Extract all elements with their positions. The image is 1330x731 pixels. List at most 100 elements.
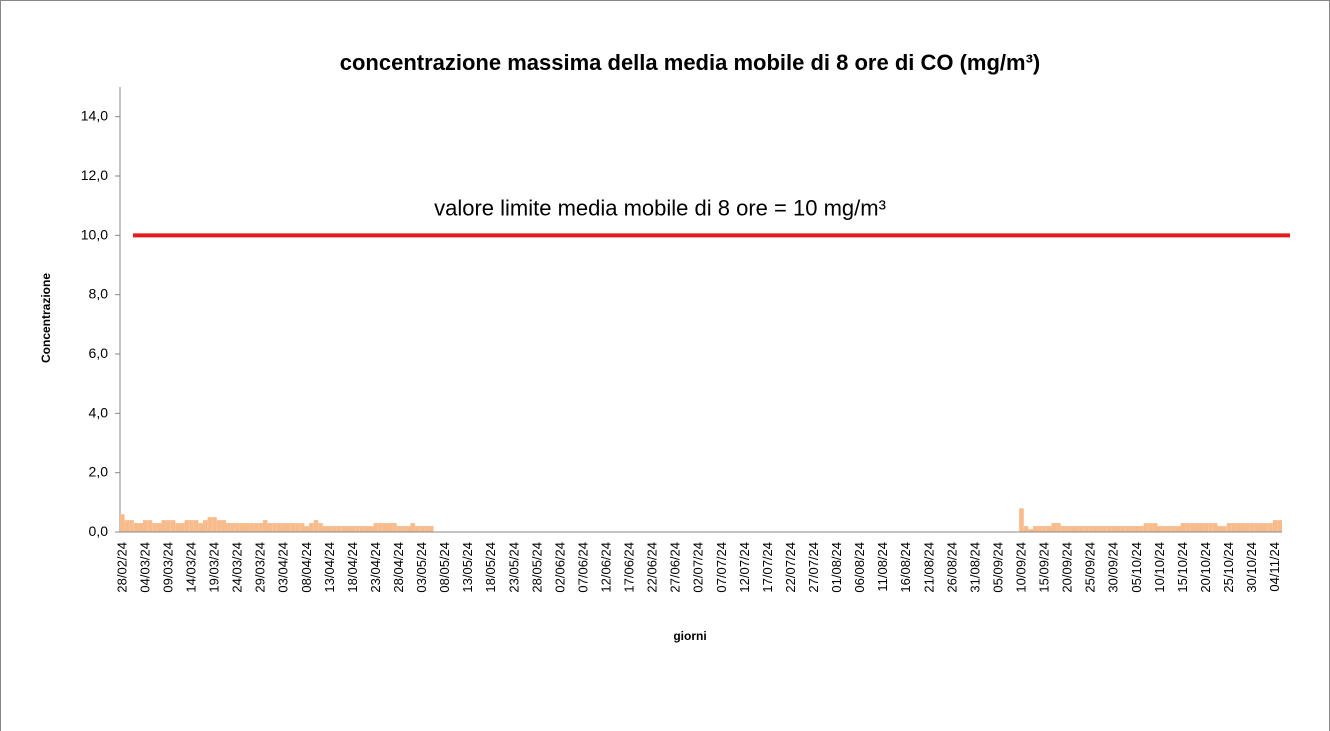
bar xyxy=(1056,523,1061,532)
bar xyxy=(1139,526,1144,532)
x-tick-label: 25/10/24 xyxy=(1221,542,1236,593)
x-tick-label: 27/07/24 xyxy=(806,542,821,593)
bar xyxy=(1120,526,1126,532)
x-tick-label: 18/05/24 xyxy=(483,542,498,593)
x-tick-label: 26/08/24 xyxy=(944,542,959,593)
bar xyxy=(359,526,365,532)
bar xyxy=(1208,523,1213,532)
bar xyxy=(1180,523,1186,532)
bar xyxy=(387,523,393,532)
x-tick-label: 20/09/24 xyxy=(1060,542,1075,593)
x-tick-label: 15/10/24 xyxy=(1175,542,1190,593)
x-tick-label: 20/10/24 xyxy=(1198,542,1213,593)
bar xyxy=(410,523,416,532)
bar xyxy=(428,526,434,532)
x-tick-label: 31/08/24 xyxy=(967,542,982,593)
bar xyxy=(1162,526,1167,532)
bar xyxy=(355,526,360,532)
x-tick-label: 08/05/24 xyxy=(437,542,452,593)
bar xyxy=(203,520,208,532)
bar xyxy=(396,526,402,532)
bar xyxy=(230,523,236,532)
bar xyxy=(318,523,323,532)
x-tick-label: 09/03/24 xyxy=(160,542,175,593)
bar xyxy=(405,526,411,532)
bar xyxy=(299,523,305,532)
x-tick-label: 05/09/24 xyxy=(990,542,1005,593)
x-tick-label: 17/06/24 xyxy=(622,542,637,593)
bar xyxy=(124,520,130,532)
bar xyxy=(1125,526,1130,532)
x-tick-label: 01/08/24 xyxy=(829,542,844,593)
bar xyxy=(175,523,180,532)
x-tick-label: 07/06/24 xyxy=(575,542,590,593)
x-tick-label: 19/03/24 xyxy=(207,542,222,593)
y-tick-label: 6,0 xyxy=(89,345,109,361)
bar xyxy=(1092,526,1098,532)
bar xyxy=(1065,526,1070,532)
bar xyxy=(1171,526,1176,532)
bar xyxy=(364,526,369,532)
bar xyxy=(1019,508,1024,532)
bar xyxy=(193,520,199,532)
limit-label: valore limite media mobile di 8 ore = 10… xyxy=(434,195,886,220)
bar xyxy=(152,523,157,532)
bar xyxy=(1116,526,1121,532)
bar xyxy=(1042,526,1047,532)
y-tick-label: 2,0 xyxy=(89,464,109,480)
x-tick-label: 14/03/24 xyxy=(183,542,198,593)
x-tick-label: 07/07/24 xyxy=(714,542,729,593)
bar xyxy=(1097,526,1103,532)
bar xyxy=(1028,529,1033,532)
bar xyxy=(235,523,240,532)
x-tick-label: 18/04/24 xyxy=(345,542,360,593)
bar xyxy=(309,523,314,532)
x-tick-label: 15/09/24 xyxy=(1037,542,1052,593)
bar xyxy=(1203,523,1209,532)
x-tick-label: 28/02/24 xyxy=(114,542,129,593)
bar xyxy=(332,526,337,532)
x-tick-label: 28/04/24 xyxy=(391,542,406,593)
bar xyxy=(179,523,185,532)
bar xyxy=(216,520,222,532)
bar xyxy=(207,517,213,532)
bar xyxy=(129,520,134,532)
bar xyxy=(1102,526,1107,532)
bar xyxy=(244,523,250,532)
bar xyxy=(1083,526,1089,532)
bar xyxy=(1033,526,1038,532)
bar xyxy=(226,523,231,532)
x-tick-label: 22/06/24 xyxy=(645,542,660,593)
x-tick-label: 24/03/24 xyxy=(230,542,245,593)
bar xyxy=(262,520,268,532)
bar xyxy=(1166,526,1172,532)
x-tick-label: 30/10/24 xyxy=(1244,542,1259,593)
x-tick-label: 08/04/24 xyxy=(299,542,314,593)
bar xyxy=(1088,526,1093,532)
bar xyxy=(1254,523,1259,532)
bar xyxy=(392,523,397,532)
bar xyxy=(1217,526,1223,532)
bar xyxy=(419,526,425,532)
bar xyxy=(1212,523,1218,532)
bar xyxy=(166,520,171,532)
bar xyxy=(1148,523,1153,532)
bar xyxy=(1046,526,1052,532)
y-axis-title: Concentrazione xyxy=(39,273,53,363)
bar xyxy=(369,526,374,532)
bar xyxy=(345,526,351,532)
bar xyxy=(212,517,217,532)
bar xyxy=(1143,523,1149,532)
x-tick-label: 30/09/24 xyxy=(1106,542,1121,593)
bar xyxy=(1268,523,1273,532)
x-tick-label: 17/07/24 xyxy=(760,542,775,593)
bar xyxy=(1199,523,1204,532)
bar xyxy=(1023,526,1029,532)
bar xyxy=(1079,526,1084,532)
bar xyxy=(1106,526,1112,532)
bar xyxy=(1175,526,1181,532)
bar xyxy=(189,520,194,532)
x-tick-label: 29/03/24 xyxy=(253,542,268,593)
